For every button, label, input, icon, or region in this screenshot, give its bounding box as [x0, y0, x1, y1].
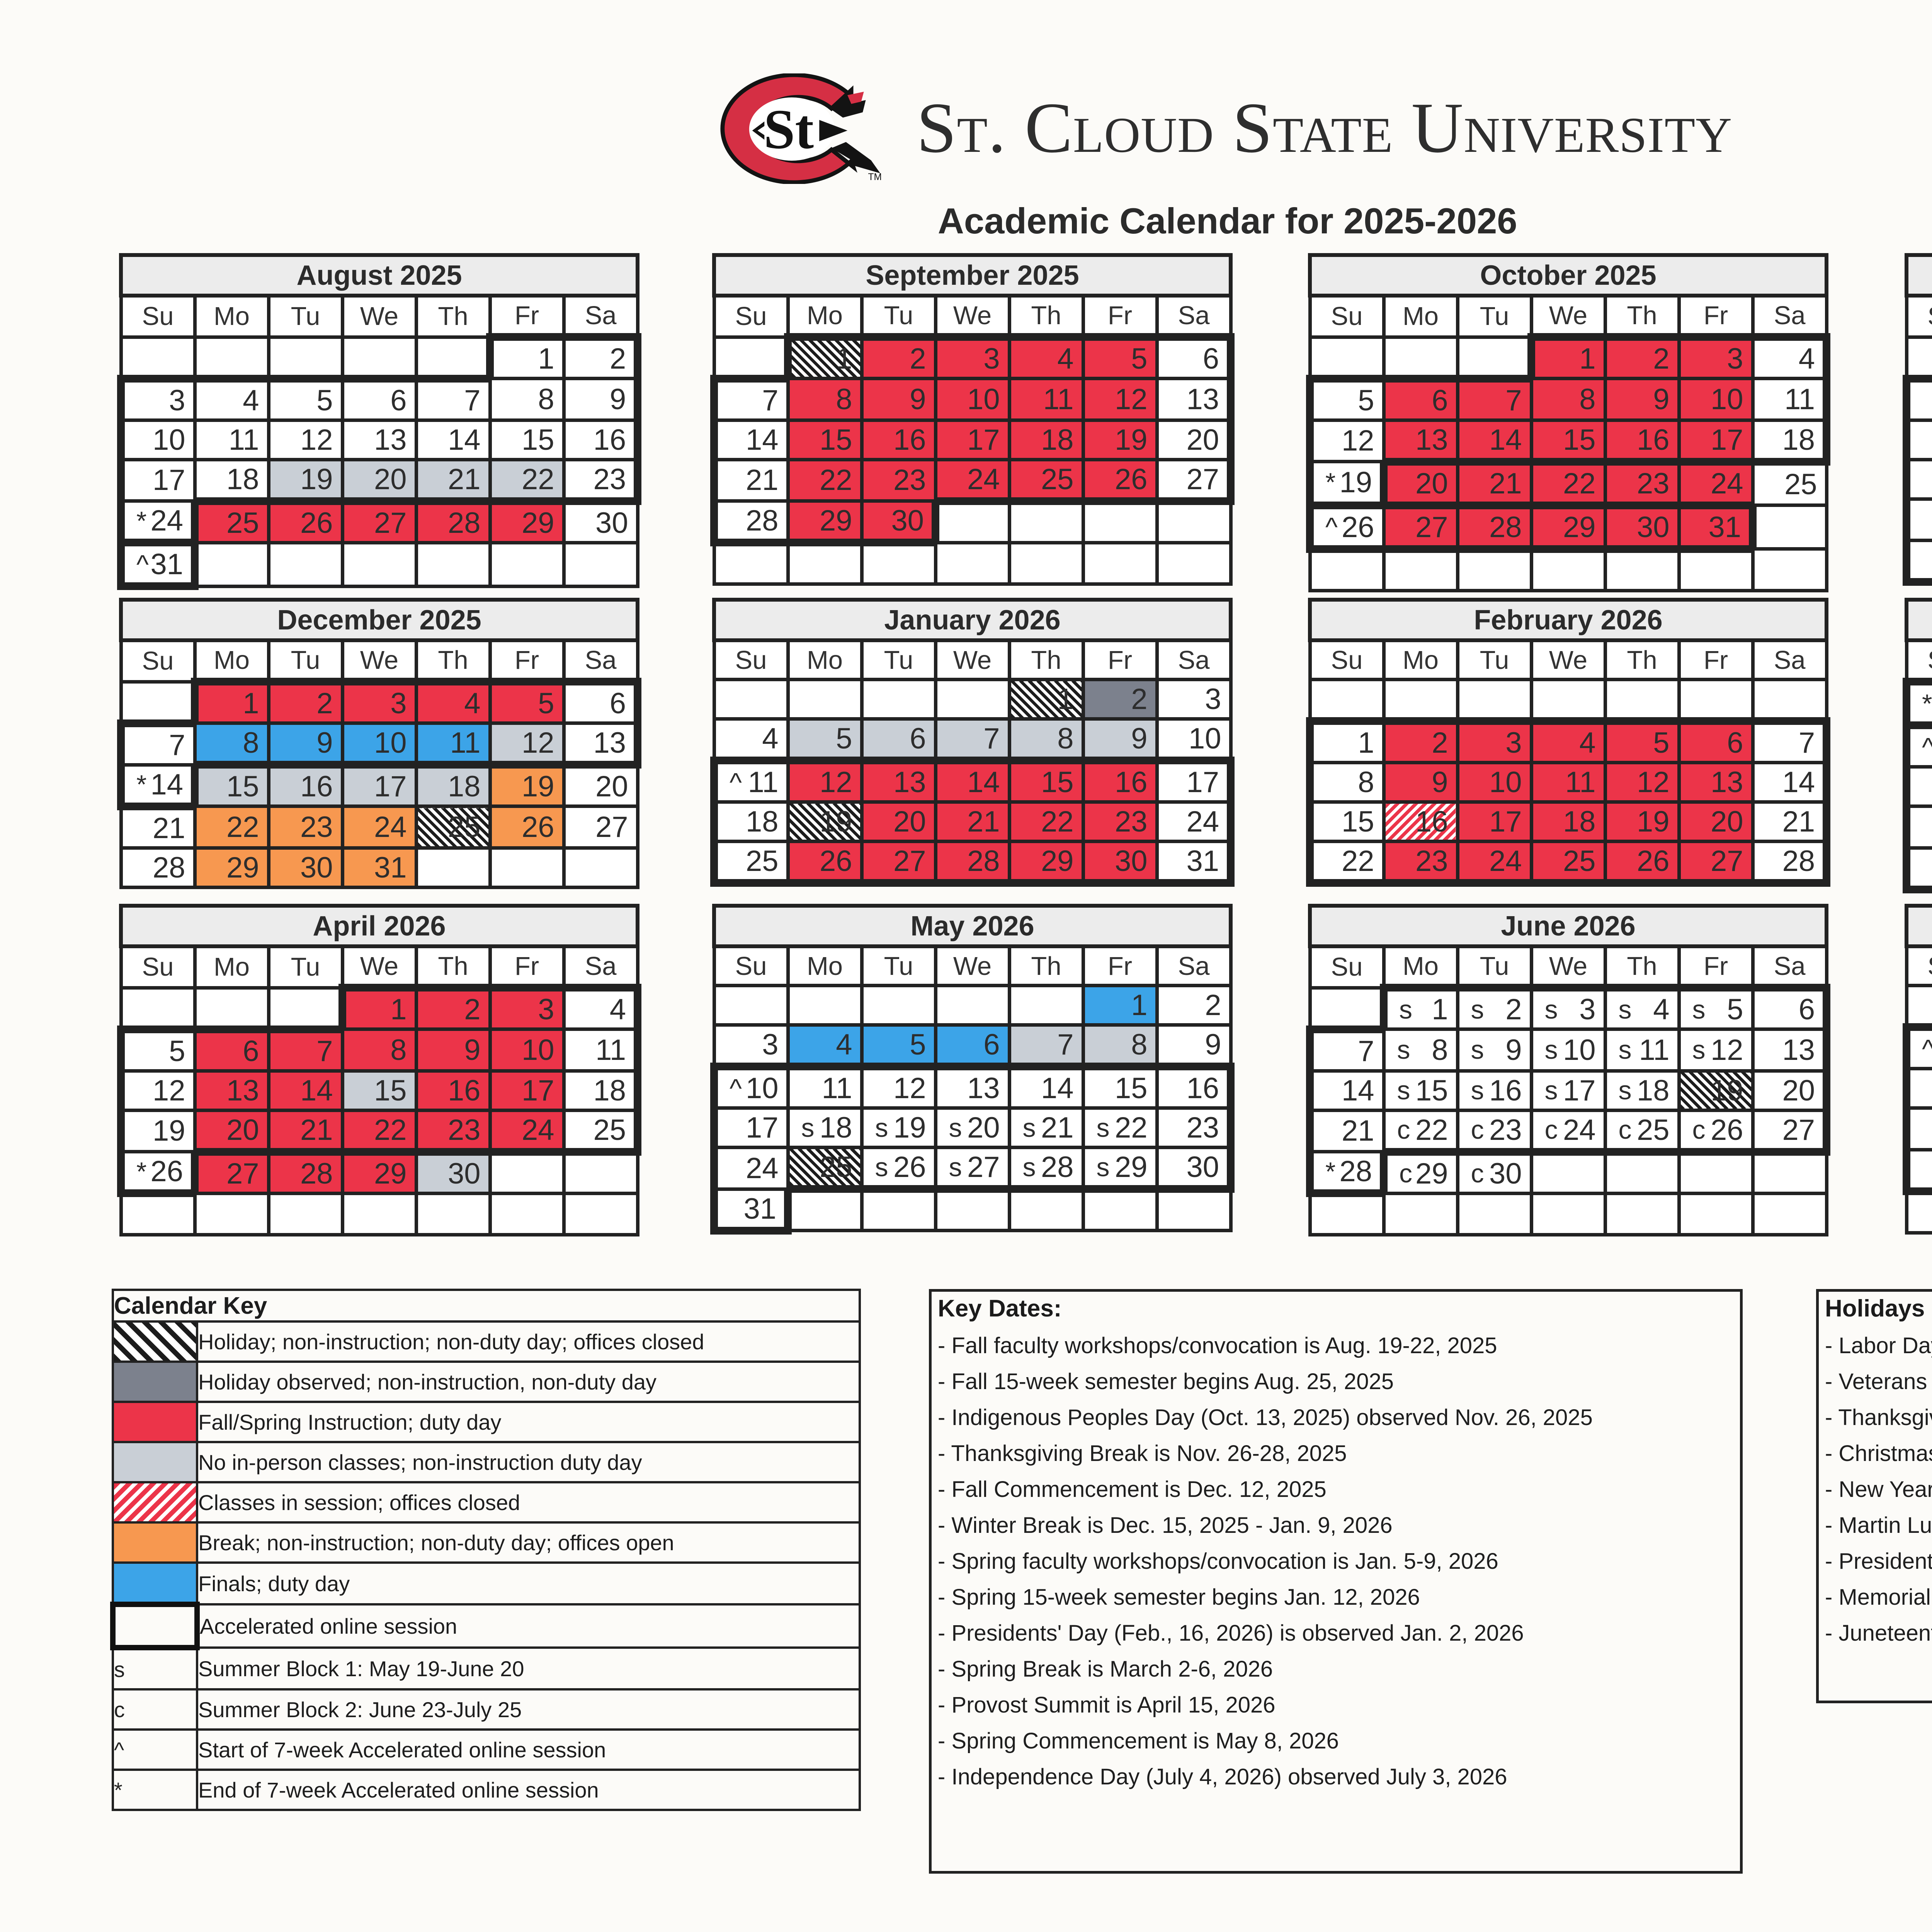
- svg-text:TM: TM: [868, 172, 881, 182]
- svg-text:St: St: [764, 98, 814, 160]
